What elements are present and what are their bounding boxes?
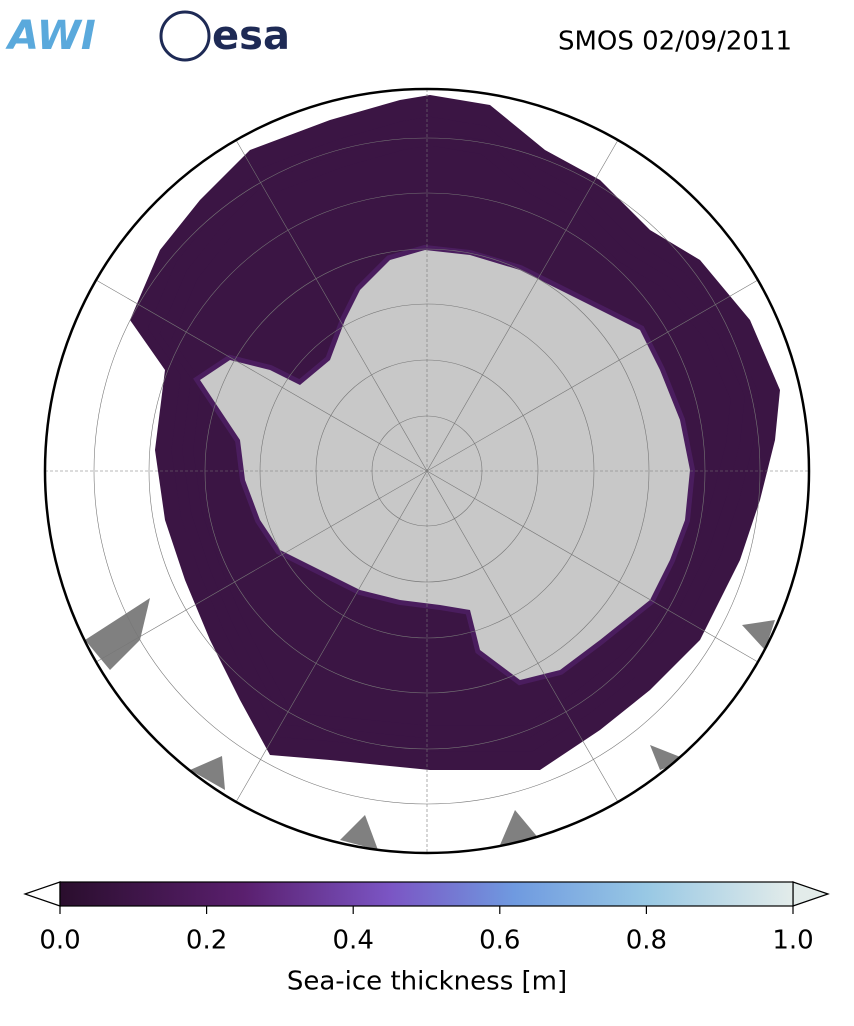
colorbar-label: Sea-ice thickness [m] (287, 967, 567, 997)
landmass-fragments (85, 598, 775, 850)
tick-label: 1.0 (772, 926, 813, 956)
antarctica (200, 250, 690, 680)
awi-logo: AWI (5, 13, 96, 59)
tick-label: 0.2 (186, 926, 227, 956)
graticule (45, 89, 809, 853)
esa-emblem (159, 10, 211, 62)
colorbar-body (59, 881, 794, 907)
tick-label: 0.0 (39, 926, 80, 956)
colorbar-extend-min (23, 881, 61, 907)
colorbar (23, 881, 830, 907)
map-frame (43, 87, 811, 855)
tick-label: 0.6 (479, 926, 520, 956)
esa-logo: esa (212, 13, 290, 59)
title: SMOS 02/09/2011 (558, 27, 792, 57)
tick-label: 0.4 (333, 926, 374, 956)
colorbar-extend-max (792, 881, 830, 907)
map (45, 89, 809, 853)
tick-label: 0.8 (626, 926, 667, 956)
